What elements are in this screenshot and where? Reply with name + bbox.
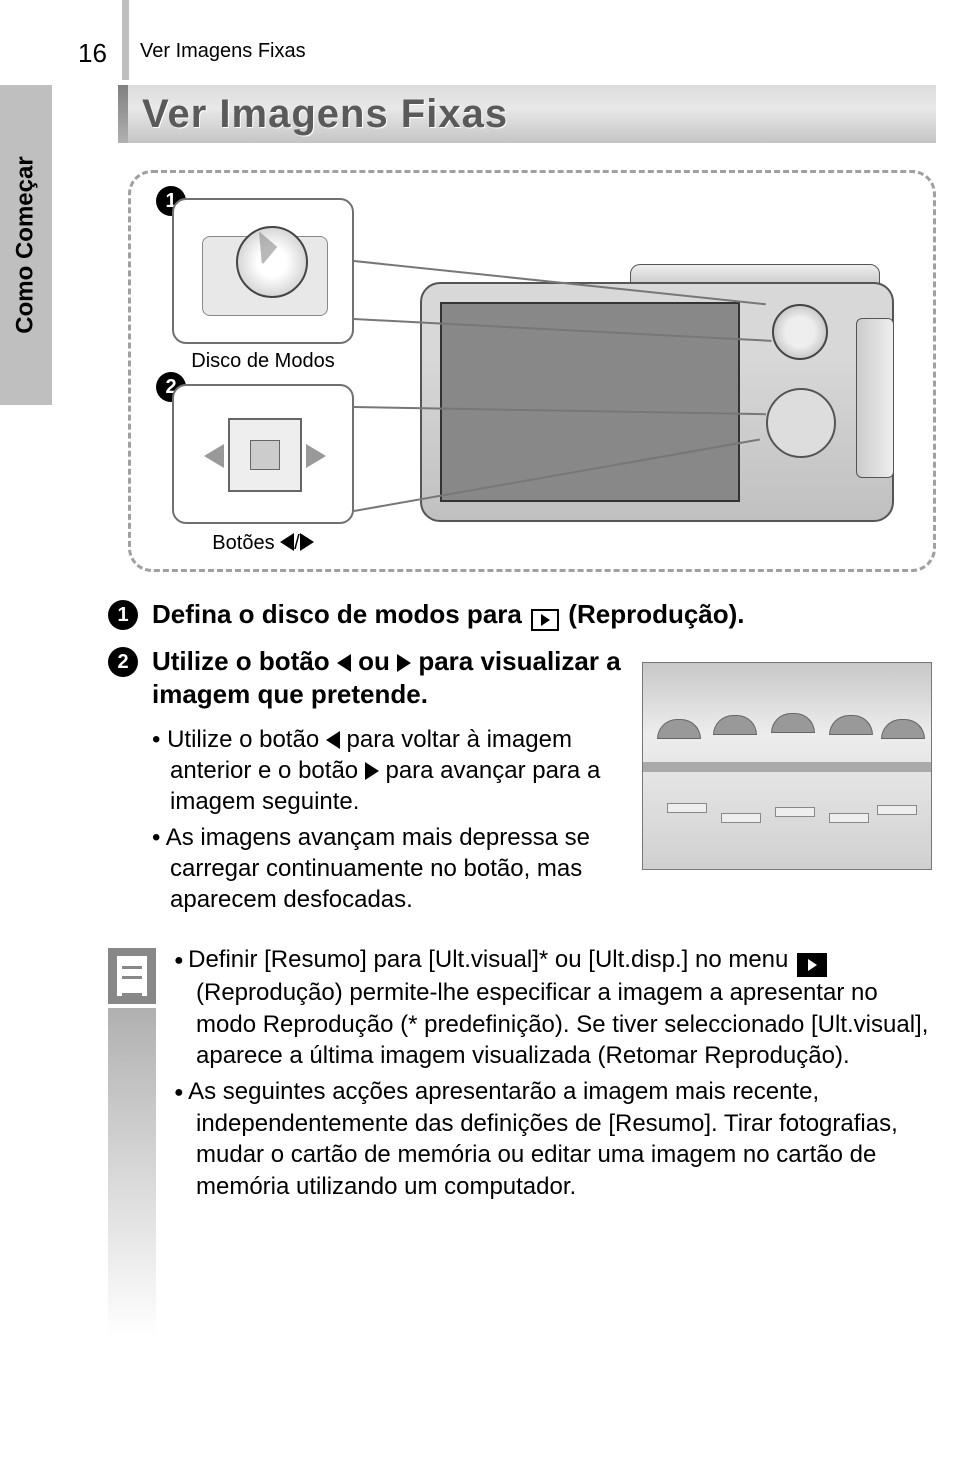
left-triangle-icon xyxy=(337,654,351,672)
step-2-sublist: Utilize o botão para voltar à imagem ant… xyxy=(152,724,626,915)
right-triangle-icon xyxy=(397,654,411,672)
diagram-dpad xyxy=(172,384,354,524)
title-bar: Ver Imagens Fixas xyxy=(128,85,936,143)
header-divider xyxy=(122,0,129,80)
page-title: Ver Imagens Fixas xyxy=(142,92,508,137)
playback-menu-icon xyxy=(797,953,827,977)
step-2-sub-2: As imagens avançam mais depressa se carr… xyxy=(152,822,626,916)
diagram-mode-dial-label: Disco de Modos xyxy=(172,350,354,373)
page-number: 16 xyxy=(78,38,107,69)
title-bar-edge xyxy=(118,85,128,143)
section-tab-label: Como Começar xyxy=(12,156,40,333)
sample-photo xyxy=(642,662,932,870)
camera-dpad-icon xyxy=(766,388,836,458)
running-head: Ver Imagens Fixas xyxy=(140,40,306,63)
note-sidebar xyxy=(108,948,156,1348)
step-number: 1 xyxy=(108,600,138,630)
note-item-1: Definir [Resumo] para [Ult.visual]* ou [… xyxy=(174,944,934,1072)
left-triangle-icon xyxy=(280,533,294,551)
diagram-mode-dial xyxy=(172,198,354,344)
step-1-text: Defina o disco de modos para (Reprodução… xyxy=(152,598,745,631)
camera-mode-dial-icon xyxy=(772,304,828,360)
left-triangle-icon xyxy=(326,731,340,749)
section-tab: Como Começar xyxy=(0,85,52,405)
diagram-dpad-label: Botões / xyxy=(172,532,354,555)
step-2-sub-1: Utilize o botão para voltar à imagem ant… xyxy=(152,724,626,818)
step-2-text: Utilize o botão ou para visualizar a ima… xyxy=(152,645,632,710)
step-number: 2 xyxy=(108,647,138,677)
right-triangle-icon xyxy=(300,533,314,551)
playback-icon xyxy=(531,609,559,631)
right-triangle-icon xyxy=(365,762,379,780)
note-icon xyxy=(108,948,156,1004)
camera-illustration xyxy=(420,258,900,538)
note-item-2: As seguintes acções apresentarão a image… xyxy=(174,1076,934,1203)
note-body: Definir [Resumo] para [Ult.visual]* ou [… xyxy=(174,944,934,1207)
step-1: 1 Defina o disco de modos para (Reproduç… xyxy=(108,598,932,631)
